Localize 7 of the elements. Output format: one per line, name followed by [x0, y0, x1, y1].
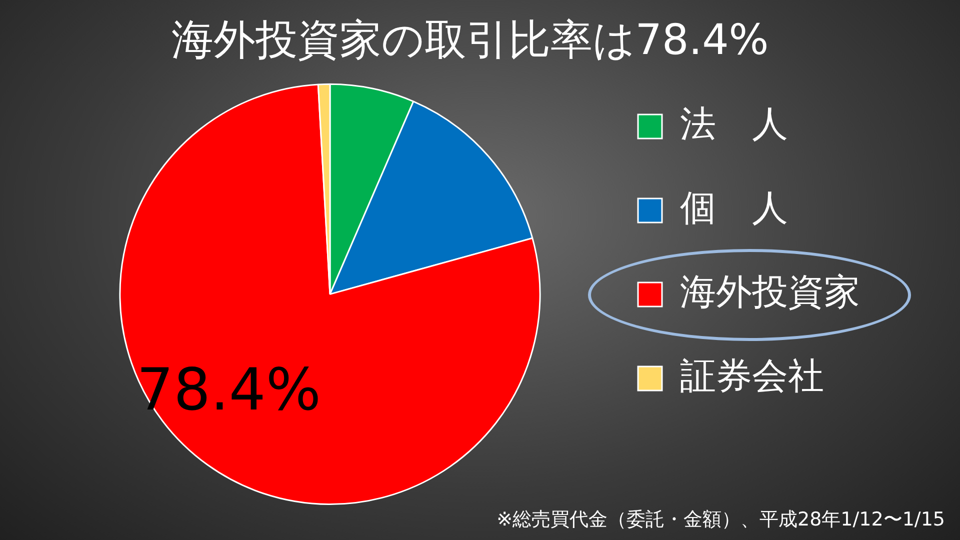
- legend-label: 証券会社: [680, 356, 824, 397]
- legend-label: 個 人: [680, 188, 788, 229]
- chart-title: 海外投資家の取引比率は78.4%: [171, 15, 769, 64]
- legend-label: 海外投資家: [680, 272, 860, 313]
- data-label: 78.4%: [136, 356, 321, 424]
- text: ※総売買代金（委託・金額）、平成28年1/12〜1/15: [496, 508, 945, 530]
- legend-label: 法 人: [680, 104, 788, 145]
